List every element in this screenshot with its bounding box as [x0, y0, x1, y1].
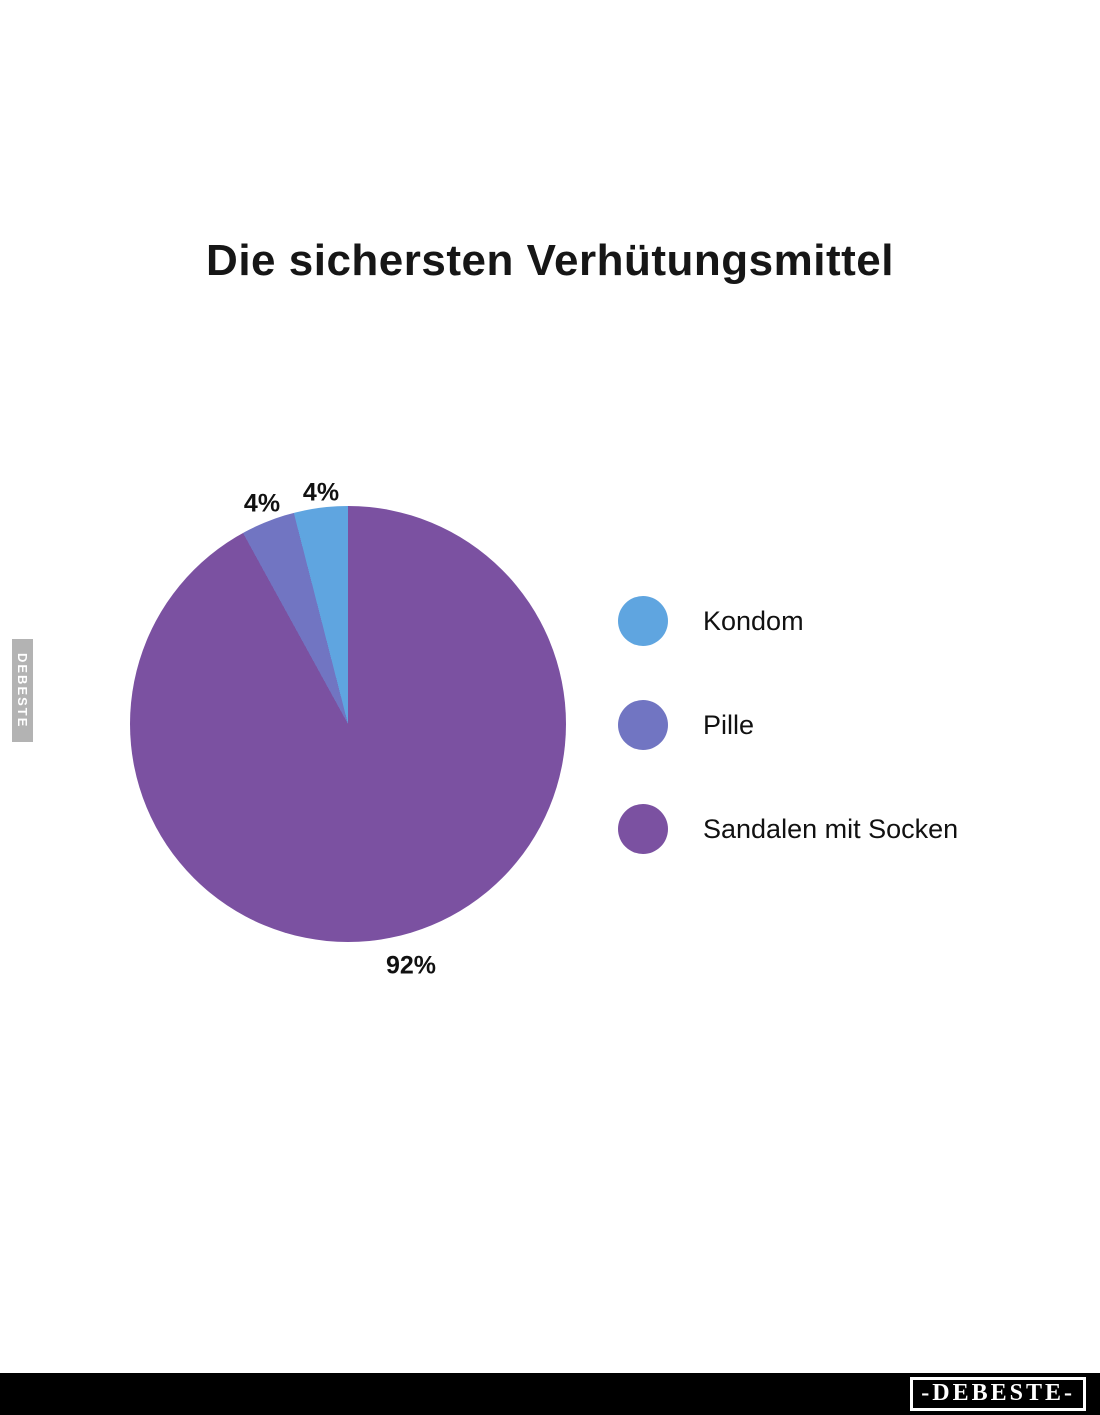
- pct-label-sandalen: 92%: [385, 951, 437, 980]
- pie-chart: [130, 506, 566, 942]
- pct-label-kondom: 4%: [302, 478, 340, 507]
- legend: Kondom Pille Sandalen mit Socken: [618, 596, 958, 854]
- legend-item-sandalen: Sandalen mit Socken: [618, 804, 958, 854]
- legend-item-pille: Pille: [618, 700, 958, 750]
- legend-label-sandalen: Sandalen mit Socken: [703, 813, 959, 844]
- legend-label-pille: Pille: [703, 709, 755, 740]
- legend-swatch-pille-icon: [618, 700, 668, 750]
- footer-bar: -DEBESTE-: [0, 1373, 1100, 1415]
- side-watermark-text: DEBESTE: [15, 652, 30, 729]
- legend-swatch-sandalen-icon: [618, 804, 668, 854]
- pct-label-pille: 4%: [243, 489, 281, 518]
- legend-label-kondom: Kondom: [703, 605, 804, 636]
- side-watermark: DEBESTE: [12, 639, 33, 742]
- chart-title: Die sichersten Verhütungsmittel: [206, 236, 894, 285]
- debeste-logo: -DEBESTE-: [910, 1376, 1086, 1412]
- legend-item-kondom: Kondom: [618, 596, 958, 646]
- legend-swatch-kondom-icon: [618, 596, 668, 646]
